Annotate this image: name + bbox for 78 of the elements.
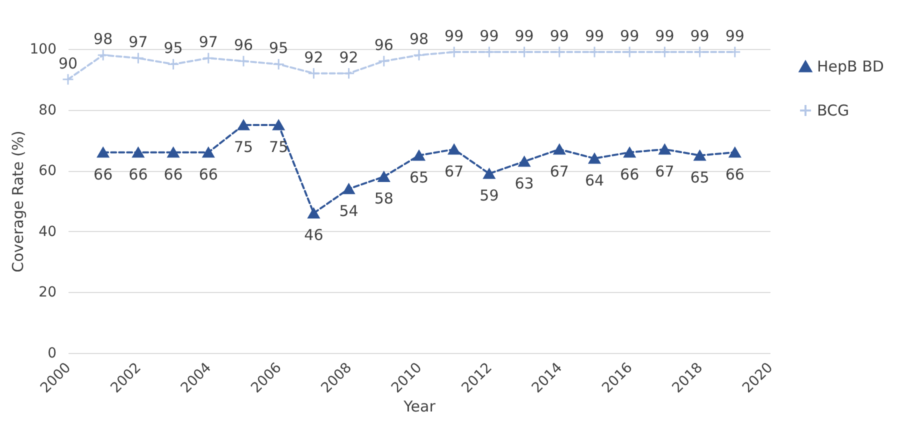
- point: [483, 46, 496, 58]
- point: [624, 147, 636, 158]
- point: [518, 156, 530, 167]
- data-label: 66: [164, 165, 183, 184]
- y-axis-title: Coverage Rate (%): [8, 130, 27, 272]
- data-label: 54: [339, 202, 358, 220]
- data-label: 92: [304, 48, 324, 66]
- data-label: 64: [584, 171, 604, 190]
- legend-label: BCG: [817, 102, 850, 120]
- point: [342, 184, 355, 194]
- point: [272, 120, 285, 130]
- data-label: 92: [339, 48, 358, 66]
- data-label: 66: [198, 165, 218, 184]
- point: [272, 58, 285, 70]
- data-label: 97: [128, 33, 148, 52]
- data-label: 99: [690, 27, 710, 46]
- point: [132, 52, 144, 64]
- point: [342, 67, 355, 80]
- data-label: 75: [234, 138, 254, 156]
- x-axis-title: Year: [402, 398, 436, 416]
- point: [483, 168, 496, 179]
- data-label: 67: [655, 162, 674, 180]
- point: [448, 144, 460, 155]
- point: [588, 46, 600, 58]
- point: [658, 144, 671, 155]
- point: [413, 150, 425, 161]
- data-label: 99: [550, 27, 569, 46]
- data-label: 65: [409, 168, 429, 186]
- y-tick-label: 80: [38, 102, 56, 118]
- y-tick-label: 100: [30, 42, 56, 58]
- data-label: 98: [94, 30, 113, 48]
- data-label: 66: [128, 165, 148, 184]
- data-label: 66: [725, 165, 744, 184]
- y-tick-label: 60: [38, 163, 56, 180]
- point: [167, 58, 180, 70]
- point: [202, 147, 214, 158]
- data-label: 75: [269, 138, 288, 156]
- y-tick-label: 0: [48, 346, 56, 362]
- data-label: 63: [514, 174, 534, 192]
- y-tick-label: 20: [38, 284, 56, 301]
- point: [553, 144, 566, 155]
- data-label: 67: [550, 162, 569, 180]
- point: [728, 147, 741, 158]
- point: [238, 120, 250, 130]
- point: [62, 73, 74, 86]
- point: [378, 171, 390, 182]
- data-label: 65: [690, 168, 710, 186]
- data-label: 58: [374, 190, 394, 208]
- point: [694, 150, 706, 161]
- y-tick-label: 40: [38, 224, 56, 240]
- legend-label: HepB BD: [817, 58, 884, 76]
- data-label: 99: [620, 27, 640, 46]
- data-label: 95: [269, 39, 288, 58]
- data-label: 99: [480, 27, 499, 46]
- data-label: 59: [480, 186, 499, 205]
- data-label: 67: [444, 162, 464, 180]
- point: [413, 49, 425, 62]
- point: [308, 208, 320, 218]
- data-label: 99: [584, 27, 604, 46]
- data-label: 95: [164, 39, 183, 58]
- data-label: 99: [514, 27, 534, 46]
- data-label: 90: [58, 54, 78, 72]
- data-label: 46: [304, 226, 324, 244]
- point: [97, 49, 110, 62]
- data-label: 96: [374, 36, 394, 54]
- data-label: 66: [94, 165, 113, 184]
- point: [378, 55, 390, 68]
- point: [132, 147, 144, 158]
- data-label: 99: [655, 27, 674, 46]
- data-label: 99: [444, 27, 464, 46]
- point: [97, 147, 110, 158]
- data-label: 99: [725, 27, 744, 46]
- data-label: 66: [620, 165, 640, 184]
- point: [588, 153, 600, 164]
- data-label: 98: [409, 30, 429, 48]
- point: [167, 147, 180, 158]
- data-label: 97: [198, 33, 218, 52]
- data-label: 96: [234, 36, 254, 54]
